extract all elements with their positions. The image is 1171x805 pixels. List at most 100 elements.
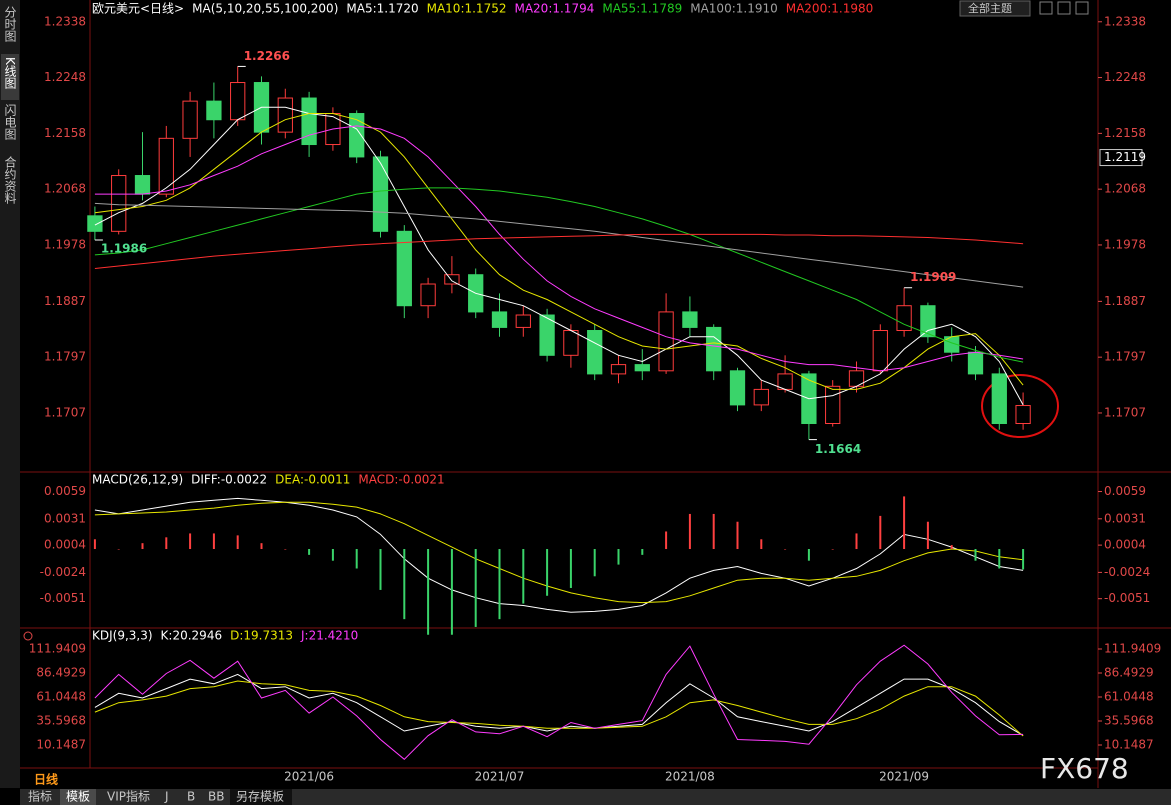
macd-bar [569, 549, 572, 588]
macd-bar [308, 549, 311, 555]
macd-bar [855, 533, 858, 550]
legend-label: MACD(26,12,9) [92, 473, 183, 487]
macd-bar [688, 513, 691, 550]
macd-bar [665, 531, 668, 550]
y-tick-label: 1.1978 [1104, 237, 1146, 251]
side-tab[interactable]: K线图 [3, 57, 17, 89]
indicator-line [94, 501, 1024, 604]
indicator-line [94, 113, 1024, 390]
bottom-tab[interactable]: BB [208, 790, 224, 804]
candle-body [920, 305, 936, 338]
bottom-tab[interactable]: 模板 [66, 790, 90, 804]
macd-bar [522, 549, 525, 604]
bottom-tab[interactable]: B [187, 790, 195, 804]
x-tick-label: 2021/07 [475, 770, 525, 784]
theme-select-label[interactable]: 全部主题 [968, 1, 1012, 15]
candle-body [991, 373, 1007, 425]
y-tick-label: 1.2248 [44, 70, 86, 84]
extreme-label: 1.1664 [815, 442, 861, 456]
legend-label: MA100:1.1910 [690, 2, 778, 16]
macd-bar [784, 549, 787, 550]
macd-bar [474, 549, 477, 627]
side-tab[interactable]: 合约资料 [3, 155, 17, 204]
candle-body [111, 175, 127, 232]
y-tick-label: 0.0059 [1104, 484, 1146, 498]
y-tick-label: 1.2338 [44, 14, 86, 28]
legend-label: MA10:1.1752 [427, 2, 507, 16]
indicator-line [94, 680, 1024, 737]
y-tick-label: 1.2068 [1104, 182, 1146, 196]
indicator-line [94, 106, 1024, 406]
macd-bar [189, 533, 192, 550]
macd-bar [498, 549, 501, 620]
macd-bar [617, 549, 620, 565]
period-label[interactable]: 日线 [34, 772, 58, 787]
candle-body [539, 314, 555, 356]
extreme-label: 1.1986 [101, 242, 147, 256]
macd-bar [593, 549, 596, 577]
candle-body [563, 330, 579, 356]
legend-label: DEA:-0.0011 [275, 473, 350, 487]
macd-bar [950, 545, 953, 550]
candle-body [158, 137, 174, 195]
y-tick-label: 1.1887 [1104, 294, 1146, 308]
theme-select[interactable] [959, 0, 1031, 17]
y-tick-label: 61.0448 [1104, 690, 1154, 704]
y-tick-label: 0.0004 [1104, 538, 1146, 552]
y-tick-label: 1.1978 [44, 237, 86, 251]
bottom-tab[interactable]: VIP指标 [107, 789, 150, 804]
candle-body [396, 230, 412, 307]
y-tick-label: 1.2068 [44, 182, 86, 196]
legend-label: DIFF:-0.0022 [191, 473, 267, 487]
candle-body [658, 311, 674, 372]
candle-body [706, 326, 722, 372]
candle-body [1015, 405, 1031, 425]
candle-body [206, 100, 222, 121]
macd-bar [807, 549, 810, 561]
macd-bar [165, 537, 168, 550]
x-tick-label: 2021/06 [284, 770, 334, 784]
y-tick-label: 0.0031 [44, 511, 86, 525]
y-tick-label: -0.0024 [40, 565, 86, 579]
macd-bar [641, 549, 644, 555]
y-tick-label: 35.5968 [36, 713, 86, 727]
candle-body [444, 274, 460, 285]
indicator-line [94, 497, 1024, 613]
legend-label: D:19.7313 [230, 629, 293, 643]
bottom-bar [20, 789, 1171, 805]
side-tab[interactable]: 闪电图 [3, 104, 17, 140]
candle-body [420, 283, 436, 307]
side-tab[interactable]: 分时图 [3, 6, 17, 42]
candle-body [515, 314, 531, 328]
legend-label: MA(5,10,20,55,100,200) [192, 2, 338, 16]
macd-bar [427, 549, 430, 635]
macd-bar [879, 515, 882, 550]
highlight-circle [981, 374, 1059, 438]
icon-button[interactable] [1039, 1, 1053, 15]
macd-bar [403, 549, 406, 620]
macd-bar [450, 549, 453, 635]
bottom-tab[interactable]: 指标 [28, 789, 52, 804]
bottom-tab[interactable]: 另存模板 [236, 790, 284, 804]
y-tick-label: 111.9409 [1104, 642, 1161, 656]
bottom-tab[interactable]: J [164, 790, 169, 804]
legend-label: MA5:1.1720 [346, 2, 418, 16]
candle-body [182, 100, 198, 139]
indicator-line [94, 202, 1024, 288]
y-tick-label: 10.1487 [1104, 737, 1154, 751]
candle-body [134, 175, 151, 195]
macd-bar [831, 549, 834, 550]
indicator-icon[interactable] [23, 631, 33, 641]
x-tick-label: 2021/09 [879, 770, 929, 784]
legend-label: MA20:1.1794 [514, 2, 594, 16]
candle-body [277, 97, 293, 133]
icon-button[interactable] [1057, 1, 1071, 15]
macd-bar [546, 549, 549, 596]
macd-bar [260, 543, 263, 550]
candle-body [491, 311, 508, 328]
y-tick-label: 0.0004 [44, 538, 86, 552]
indicator-line [94, 125, 1024, 372]
cursor-price-label: 1.2119 [1104, 150, 1146, 164]
icon-button[interactable] [1075, 1, 1089, 15]
candle-body [610, 364, 627, 375]
